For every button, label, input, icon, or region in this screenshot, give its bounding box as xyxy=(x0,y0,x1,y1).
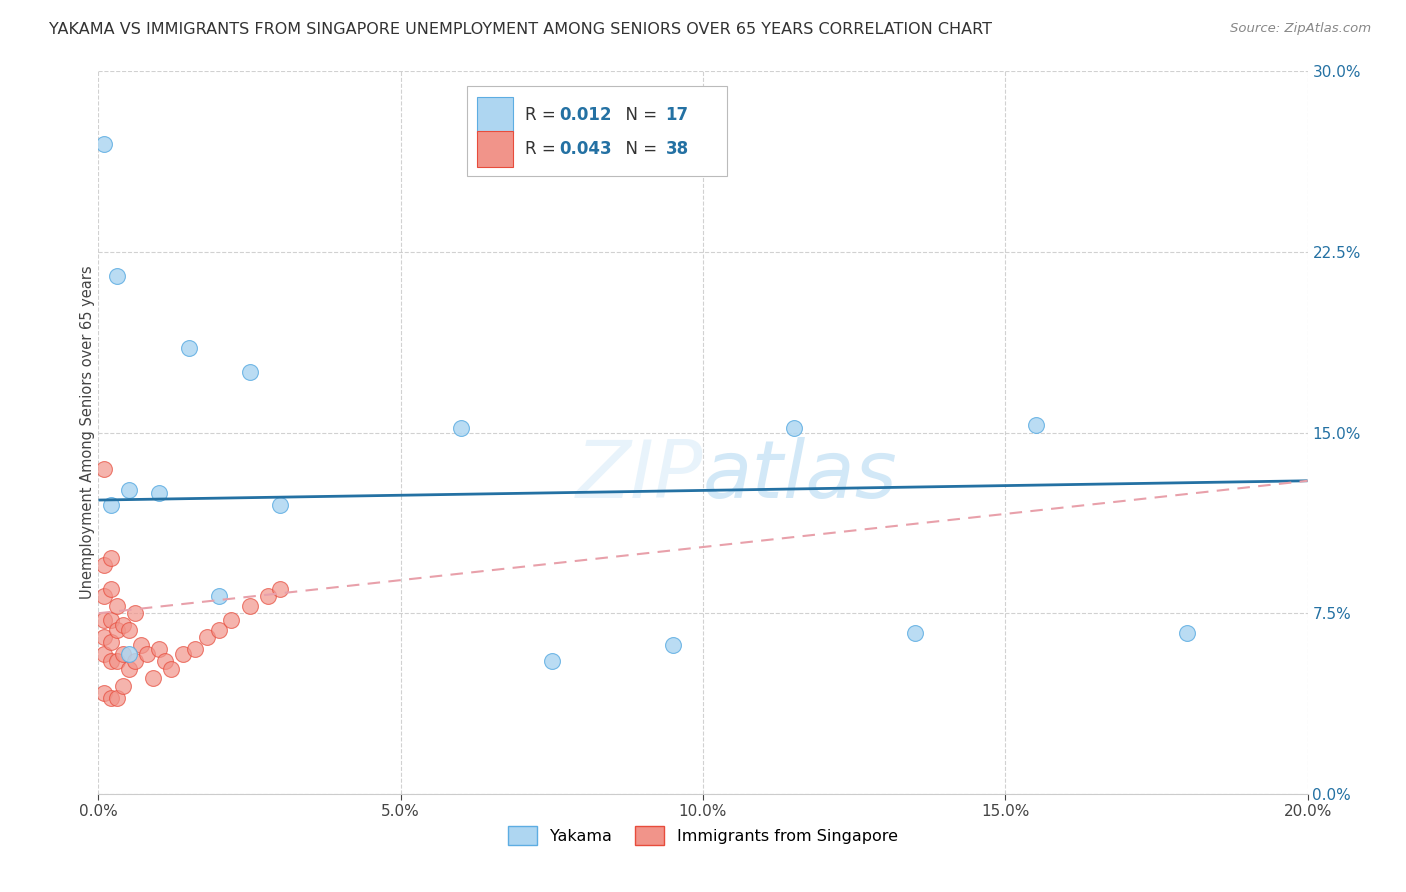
Point xyxy=(269,582,291,596)
Text: 17: 17 xyxy=(665,106,689,124)
Point xyxy=(93,136,115,151)
Point xyxy=(208,623,231,637)
Bar xyxy=(477,96,513,133)
Point xyxy=(93,590,115,604)
Point xyxy=(239,599,262,613)
Text: N =: N = xyxy=(614,140,662,159)
Point xyxy=(105,269,128,284)
Point xyxy=(239,366,262,380)
Point xyxy=(100,635,122,649)
Point xyxy=(142,671,165,685)
Point xyxy=(256,590,278,604)
Point xyxy=(540,655,562,669)
Point xyxy=(93,647,115,661)
Point xyxy=(450,421,472,435)
Text: atlas: atlas xyxy=(703,437,898,515)
Text: ZIP: ZIP xyxy=(575,437,703,515)
Point xyxy=(118,483,141,498)
Point xyxy=(111,678,134,692)
Point xyxy=(105,690,128,705)
Point xyxy=(124,655,146,669)
Point xyxy=(129,638,152,652)
Bar xyxy=(477,131,513,168)
Point xyxy=(100,655,122,669)
Point xyxy=(111,618,134,632)
Text: R =: R = xyxy=(526,140,561,159)
Point xyxy=(93,686,115,700)
Text: 0.043: 0.043 xyxy=(560,140,612,159)
Point xyxy=(904,625,927,640)
Point xyxy=(105,623,128,637)
Point xyxy=(1175,625,1198,640)
Legend: Yakama, Immigrants from Singapore: Yakama, Immigrants from Singapore xyxy=(502,820,904,851)
Point xyxy=(160,662,183,676)
Point xyxy=(105,655,128,669)
Point xyxy=(269,498,291,512)
Point xyxy=(118,647,141,661)
Point xyxy=(93,614,115,628)
Text: 38: 38 xyxy=(665,140,689,159)
Point xyxy=(195,630,218,644)
Point xyxy=(148,642,170,657)
Point xyxy=(153,655,176,669)
Point xyxy=(105,599,128,613)
Point xyxy=(118,623,141,637)
FancyBboxPatch shape xyxy=(467,86,727,176)
Point xyxy=(93,558,115,573)
Text: YAKAMA VS IMMIGRANTS FROM SINGAPORE UNEMPLOYMENT AMONG SENIORS OVER 65 YEARS COR: YAKAMA VS IMMIGRANTS FROM SINGAPORE UNEM… xyxy=(49,22,993,37)
Point xyxy=(221,614,243,628)
Text: 0.012: 0.012 xyxy=(560,106,612,124)
Point xyxy=(100,582,122,596)
Point xyxy=(184,642,207,657)
Point xyxy=(93,462,115,476)
Point xyxy=(100,498,122,512)
Point xyxy=(148,485,170,500)
Point xyxy=(172,647,194,661)
Point xyxy=(135,647,157,661)
Text: N =: N = xyxy=(614,106,662,124)
Point xyxy=(208,590,231,604)
Point xyxy=(100,614,122,628)
Y-axis label: Unemployment Among Seniors over 65 years: Unemployment Among Seniors over 65 years xyxy=(80,266,94,599)
Point xyxy=(783,421,806,435)
Point xyxy=(100,550,122,565)
Point xyxy=(124,607,146,621)
Point xyxy=(1024,418,1046,433)
Point xyxy=(93,630,115,644)
Point xyxy=(179,342,201,356)
Point xyxy=(111,647,134,661)
Text: R =: R = xyxy=(526,106,561,124)
Point xyxy=(118,662,141,676)
Point xyxy=(661,638,683,652)
Point xyxy=(100,690,122,705)
Text: Source: ZipAtlas.com: Source: ZipAtlas.com xyxy=(1230,22,1371,36)
